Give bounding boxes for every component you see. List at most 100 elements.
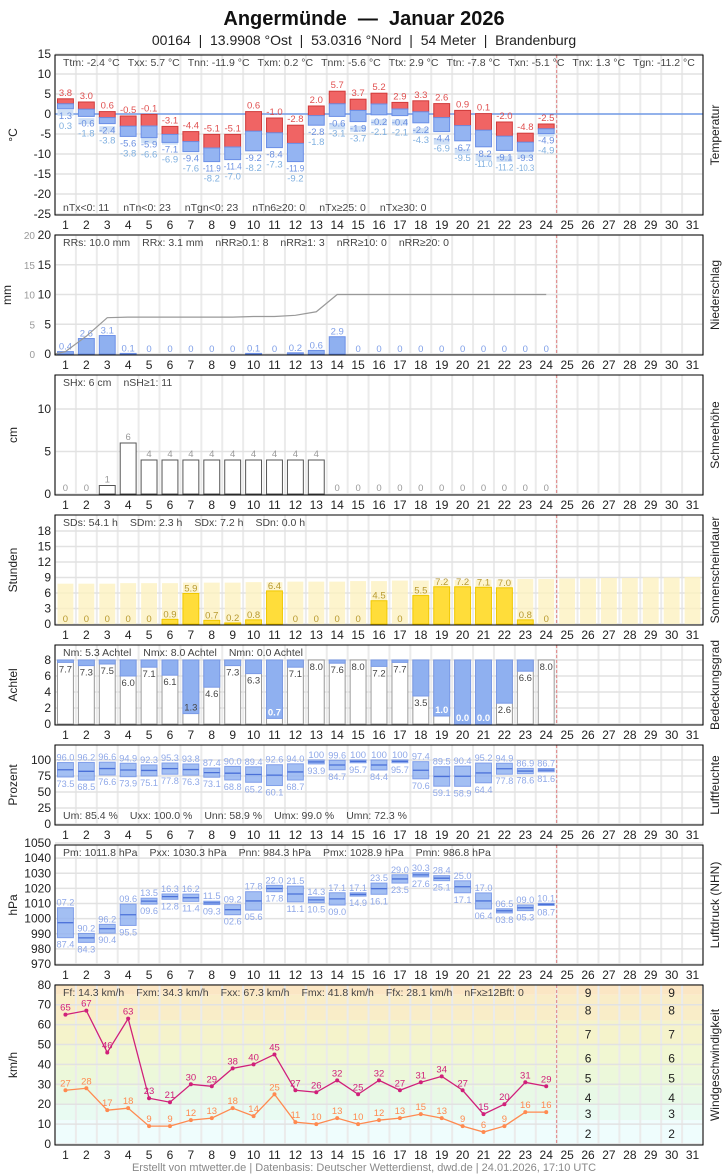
- wind-point-Fx: [63, 1012, 68, 1017]
- tmax-bar: [454, 109, 472, 127]
- x-tick-label: 27: [602, 728, 616, 742]
- wind-point-Fx: [460, 1088, 465, 1093]
- x-tick-label: 14: [331, 728, 345, 742]
- humidity-min-label: 58.9: [454, 788, 472, 799]
- cloud-label: 6.3: [247, 676, 260, 687]
- x-tick-label: 19: [435, 1148, 449, 1162]
- cloud-clear-fill: [475, 659, 492, 725]
- tmax-bar: [286, 124, 304, 144]
- stat-top: Pmn: 986.8 hPa: [416, 847, 491, 859]
- pressure-max-label: 28.4: [433, 866, 451, 877]
- possible-sunshine-bar: [391, 580, 408, 624]
- tmin-label: -0.6: [78, 118, 94, 129]
- wind-point-Fx: [397, 1088, 402, 1093]
- y-axis-label: °C: [6, 128, 20, 142]
- humidity-min-label: 59.1: [433, 788, 451, 799]
- x-tick-label: 23: [519, 358, 533, 372]
- x-tick-label: 26: [581, 828, 595, 842]
- x-tick-label: 12: [289, 498, 303, 512]
- x-tick-label: 14: [331, 498, 345, 512]
- cloud-clear-fill: [286, 659, 304, 668]
- tmax-bar: [266, 117, 283, 134]
- possible-sunshine-bar: [224, 582, 241, 624]
- sunshine-bar: [516, 619, 534, 625]
- sunshine-bar: [203, 619, 221, 625]
- y-axis-label: Achtel: [6, 668, 20, 701]
- wind-point-Ff: [293, 1120, 298, 1125]
- x-tick-label: 9: [229, 498, 236, 512]
- x-tick-label: 14: [331, 358, 345, 372]
- cloud-clear-fill: [57, 659, 74, 663]
- ground-min-label: -3.7: [350, 134, 366, 145]
- tmin-label: -2.4: [99, 126, 115, 137]
- cloud-clear-fill: [119, 659, 137, 677]
- precip-label: 0.1: [247, 343, 260, 354]
- sunshine-bar: [495, 587, 513, 625]
- x-tick-label: 5: [146, 828, 153, 842]
- tmin-bar: [77, 108, 95, 117]
- y-tick-label: -20: [34, 187, 52, 201]
- y-tick-label: 990: [31, 927, 51, 941]
- tmax-bar: [349, 98, 367, 111]
- x-tick-label: 14: [331, 968, 345, 982]
- precip-label: 0: [209, 344, 214, 355]
- precip-label: 0: [146, 344, 151, 355]
- ground-min-mark: [371, 119, 387, 126]
- y-tick-label: 25: [38, 801, 52, 815]
- ground-min-mark: [496, 155, 513, 162]
- x-tick-label: 20: [456, 828, 470, 842]
- cloud-label: 8.0: [351, 662, 364, 673]
- wind-label-Ff: 14: [248, 1104, 259, 1115]
- wind-label-Fx: 32: [374, 1068, 385, 1079]
- cloud-clear-fill: [391, 659, 409, 663]
- x-tick-label: 9: [229, 728, 236, 742]
- tmin-bar: [454, 125, 472, 142]
- x-tick-label: 16: [372, 358, 386, 372]
- x-tick-label: 3: [104, 828, 111, 842]
- sunshine-label: 5.9: [184, 583, 197, 594]
- cloud-label: 6.0: [122, 678, 135, 689]
- wind-point-Fx: [209, 1084, 214, 1089]
- wind-point-Fx: [126, 1016, 131, 1021]
- stat-top: nRR≥10: 0: [337, 237, 387, 249]
- x-tick-label: 12: [289, 1148, 303, 1162]
- snow-label: 4: [314, 449, 319, 460]
- ground-min-mark: [329, 123, 346, 130]
- tmax-label: -1.0: [266, 107, 282, 118]
- panel-side-label: Bedeckungsgrad: [708, 640, 722, 730]
- x-tick-label: 2: [83, 728, 90, 742]
- y-tick-label: 15: [38, 539, 52, 553]
- pressure-min-label: 84.3: [77, 944, 95, 955]
- panel-side-label: Temperatur: [708, 105, 722, 166]
- wind-point-Ff: [418, 1112, 423, 1117]
- wind-point-Fx: [272, 1052, 277, 1057]
- x-tick-label: 17: [393, 218, 407, 232]
- x-tick-label: 23: [519, 218, 533, 232]
- cloud-clear-fill: [433, 659, 451, 717]
- cloud-bar-frame: [307, 659, 325, 725]
- beaufort-label: 9: [668, 986, 675, 1000]
- ground-min-label: -7.0: [224, 172, 240, 183]
- x-tick-label: 1: [62, 968, 69, 982]
- stat-top: SHx: 6 cm: [63, 377, 112, 389]
- x-tick-label: 27: [602, 1148, 616, 1162]
- wind-label-Fx: 67: [81, 999, 92, 1010]
- x-tick-label: 17: [393, 358, 407, 372]
- humidity-max-label: 96.0: [57, 753, 75, 764]
- x-tick-label: 24: [540, 1148, 554, 1162]
- sunshine-label: 7.2: [435, 577, 448, 588]
- panel-side-label: Luftdruck (NHN): [708, 862, 722, 949]
- tmax-label: -5.1: [204, 123, 220, 134]
- humidity-min-label: 76.3: [182, 777, 200, 788]
- panel-frame: [54, 744, 704, 826]
- x-tick-label: 25: [560, 968, 574, 982]
- sunshine-label: 0: [63, 614, 68, 625]
- x-tick-label: 21: [477, 218, 491, 232]
- ground-min-mark: [57, 109, 74, 116]
- wind-point-Ff: [502, 1124, 507, 1129]
- humidity-max-label: 97.4: [412, 752, 430, 763]
- snow-label: 0: [439, 483, 444, 494]
- x-tick-label: 27: [602, 828, 616, 842]
- humidity-max-label: 100: [371, 750, 387, 761]
